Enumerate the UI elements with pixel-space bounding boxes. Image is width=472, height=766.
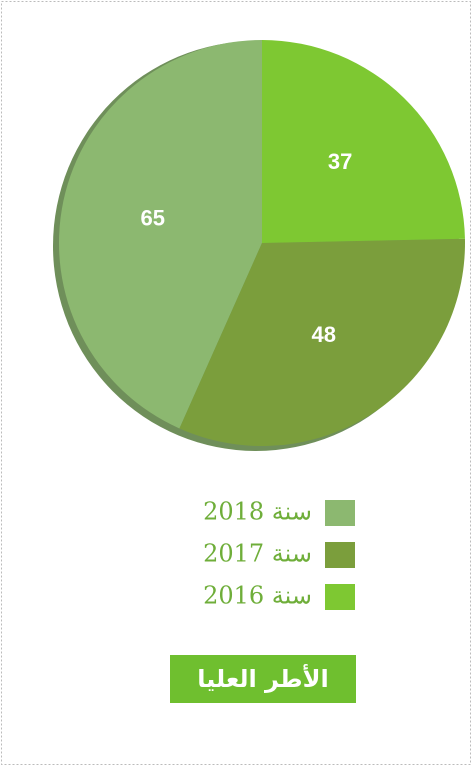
legend-label: سنة 2017: [203, 540, 312, 568]
pie-slice: [262, 40, 465, 243]
legend-swatch: [325, 584, 355, 610]
title-box: [170, 655, 356, 703]
data-label: 65: [141, 206, 165, 231]
chart-title: الأطر العليا: [197, 664, 328, 693]
pie-slice: [59, 40, 263, 429]
legend-label: سنة 2016: [203, 582, 312, 610]
legend-swatch: [325, 500, 355, 526]
legend-swatch: [325, 542, 355, 568]
pie-slice: [179, 238, 465, 446]
legend-label: سنة 2018: [203, 498, 312, 526]
data-label: 48: [312, 322, 336, 347]
data-label: 37: [328, 149, 352, 174]
